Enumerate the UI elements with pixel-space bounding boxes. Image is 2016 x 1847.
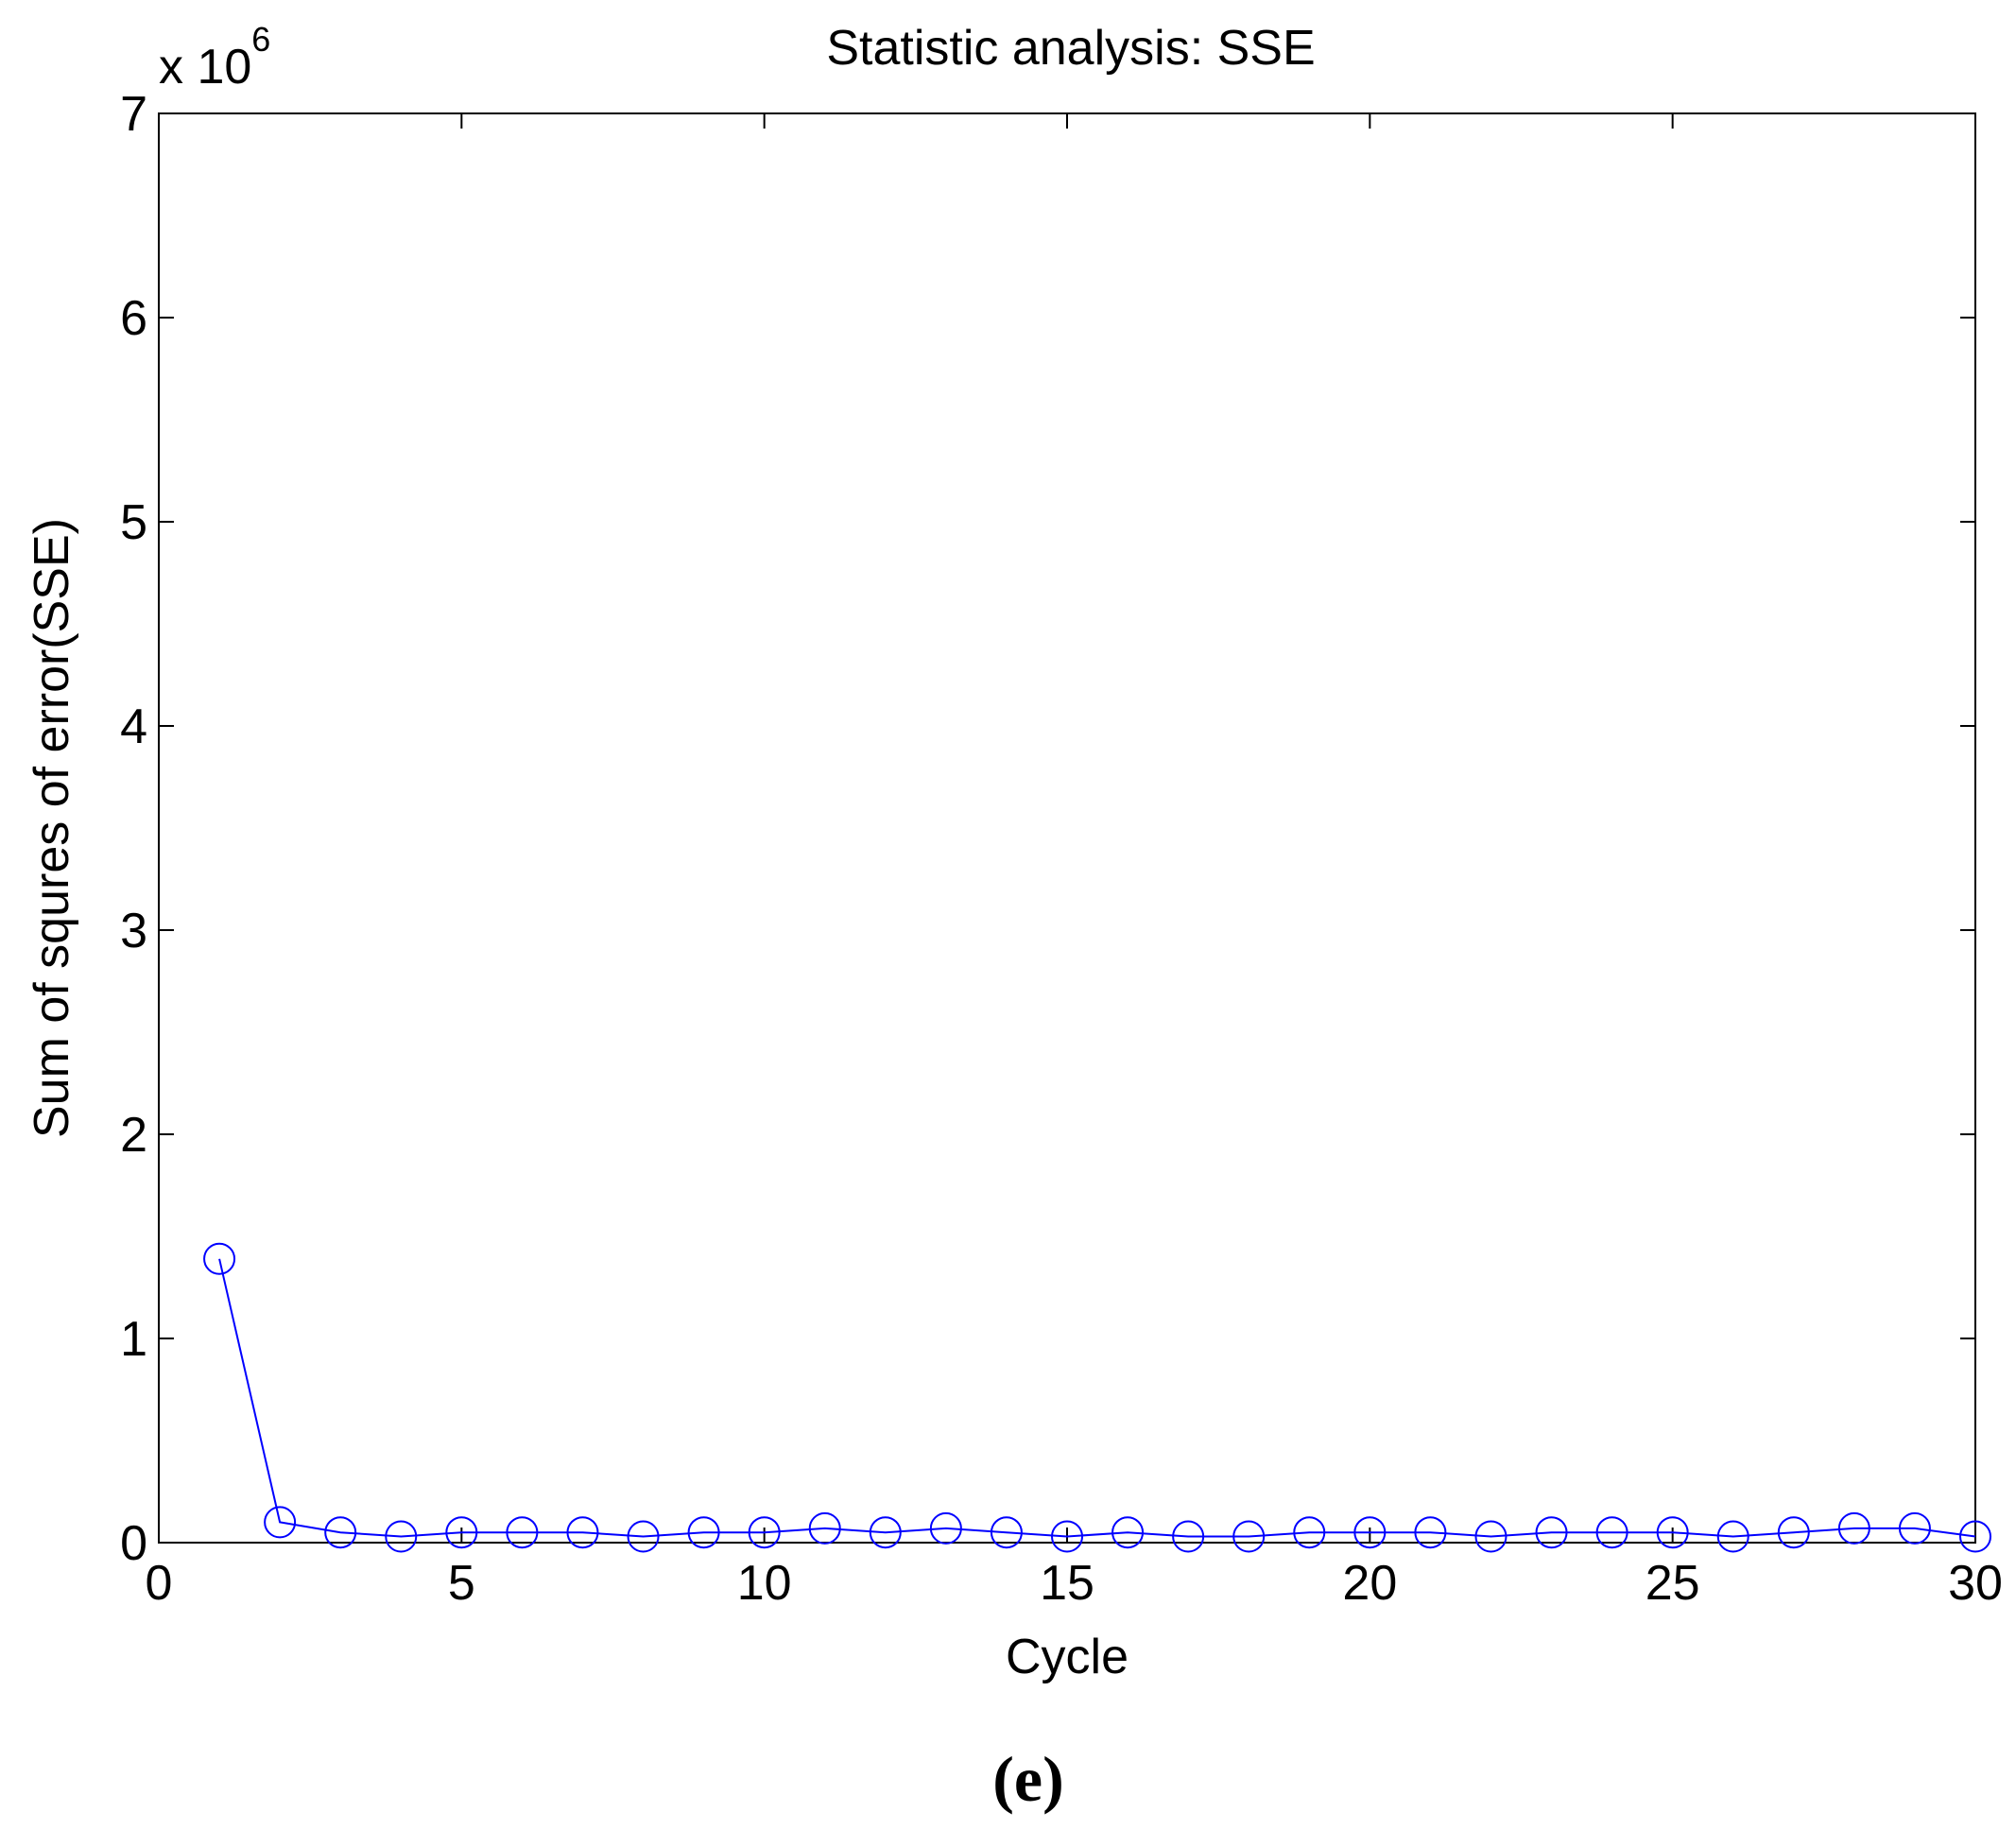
x-tick-label: 25 (1646, 1556, 1700, 1611)
y-tick-label: 5 (120, 495, 147, 550)
y-tick-label: 2 (120, 1108, 147, 1163)
data-point (627, 1520, 660, 1553)
x-axis-label: Cycle (1006, 1630, 1129, 1684)
x-tick-label: 20 (1342, 1556, 1397, 1611)
data-point (1898, 1511, 1931, 1545)
data-point (1535, 1516, 1568, 1549)
y-tick-label: 1 (120, 1312, 147, 1367)
data-point (1051, 1520, 1083, 1553)
y-exponent-power: 6 (251, 20, 270, 59)
y-axis-label: Sum of squres of error(SSE) (25, 518, 79, 1138)
data-point (203, 1242, 236, 1275)
data-point (1172, 1520, 1205, 1553)
data-point (385, 1520, 418, 1553)
y-tick-label: 7 (120, 87, 147, 142)
data-point (1656, 1516, 1689, 1549)
data-point (1959, 1520, 1991, 1553)
y-tick-label: 3 (120, 904, 147, 958)
data-point (687, 1516, 720, 1549)
panel-label: (e) (992, 1743, 1063, 1815)
data-point (324, 1516, 357, 1549)
data-point (1293, 1516, 1326, 1549)
data-point (1837, 1511, 1870, 1545)
chart-title: Statistic analysis: SSE (826, 21, 1315, 76)
data-point (445, 1516, 478, 1549)
y-exponent-label: x 106 (159, 20, 270, 95)
y-tick-label: 6 (120, 291, 147, 346)
data-point (264, 1506, 297, 1539)
plot-area (158, 112, 1976, 1544)
data-point (1716, 1520, 1749, 1553)
series-layer (203, 1242, 1991, 1553)
data-point (1474, 1520, 1508, 1553)
data-point (1595, 1516, 1628, 1549)
x-tick-label: 5 (448, 1556, 475, 1611)
data-point (1232, 1520, 1266, 1553)
x-axis-ticks: 0 5 10 15 20 25 30 (146, 113, 2003, 1611)
x-tick-label: 15 (1040, 1556, 1094, 1611)
y-tick-label: 0 (120, 1516, 147, 1571)
series-line (218, 1258, 1976, 1538)
data-point (869, 1516, 902, 1549)
data-point (808, 1511, 841, 1545)
data-point (1111, 1516, 1145, 1549)
y-tick-label: 4 (120, 699, 147, 754)
data-point (748, 1516, 781, 1549)
x-tick-label: 30 (1948, 1556, 2003, 1611)
data-point (1353, 1516, 1387, 1549)
data-point (566, 1516, 599, 1549)
data-point (1777, 1516, 1810, 1549)
x-tick-label: 10 (737, 1556, 792, 1611)
data-point (929, 1511, 962, 1545)
y-axis-ticks: 0 1 2 3 4 5 6 7 (120, 87, 1975, 1571)
data-point (1414, 1516, 1447, 1549)
data-point (990, 1516, 1023, 1549)
x-tick-label: 0 (146, 1556, 173, 1611)
y-exponent-base: x 10 (159, 40, 251, 95)
data-point (506, 1516, 539, 1549)
